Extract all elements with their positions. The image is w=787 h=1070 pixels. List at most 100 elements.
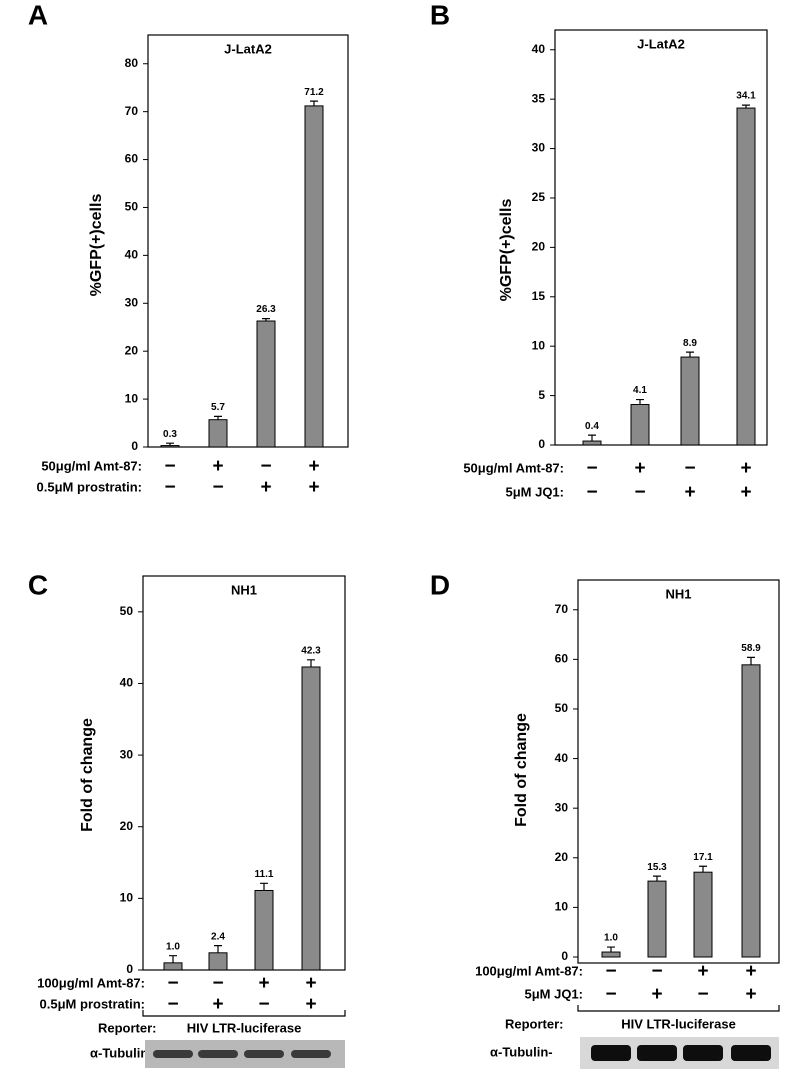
y-tick-label: 5 (538, 388, 545, 402)
y-tick-label: 30 (125, 295, 139, 309)
y-tick-label: 20 (120, 819, 134, 833)
y-tick-label: 10 (120, 891, 134, 905)
reporter: HIV LTR-luciferase (621, 1016, 736, 1031)
value-label: 58.9 (741, 643, 761, 654)
y-axis-label: Fold of change (79, 718, 96, 832)
reporter-label: Reporter: (98, 1020, 157, 1035)
y-tick-label: 30 (120, 747, 134, 761)
panel-label: D (430, 569, 450, 600)
y-tick-label: 60 (555, 652, 569, 666)
bar (254, 889, 274, 971)
y-tick-label: 30 (532, 141, 546, 155)
bar (163, 962, 183, 971)
error-bar (636, 398, 644, 405)
treatment-sign: + (740, 482, 751, 503)
bar (301, 666, 321, 971)
y-tick-label: 50 (555, 701, 569, 715)
value-label: 4.1 (633, 385, 647, 396)
y-tick-label: 15 (532, 289, 546, 303)
bar (693, 871, 713, 958)
blot-band (731, 1045, 771, 1061)
y-tick-label: 10 (532, 338, 546, 352)
treatment-sign: + (305, 973, 316, 994)
treatment-label: 0.5μM prostratin: (37, 479, 142, 494)
chart-title: NH1 (231, 582, 257, 597)
error-bar (166, 442, 174, 446)
treatment-sign: + (651, 984, 662, 1005)
treatment-sign: + (745, 984, 756, 1005)
bar (208, 419, 228, 448)
bar (160, 445, 180, 448)
treatment-label: 5μM JQ1: (524, 986, 583, 1001)
value-label: 17.1 (693, 852, 713, 863)
value-label: 1.0 (166, 941, 180, 952)
y-tick-label: 40 (120, 676, 134, 690)
bar (736, 107, 756, 446)
y-axis-label: %GFP(+)cells (88, 194, 105, 297)
chart-title: NH1 (665, 586, 691, 601)
y-tick-label: 70 (555, 602, 569, 616)
error-bar (588, 434, 596, 442)
y-tick-label: 60 (125, 152, 139, 166)
blot-band (198, 1050, 238, 1058)
blot-band (591, 1045, 631, 1061)
chart-title: J-LatA2 (637, 36, 685, 51)
y-tick-label: 20 (532, 240, 546, 254)
y-tick-label: 30 (555, 800, 569, 814)
treatment-sign: − (697, 984, 708, 1005)
error-bar (699, 865, 707, 873)
value-label: 0.3 (163, 429, 177, 440)
error-bar (653, 875, 661, 882)
value-label: 8.9 (683, 338, 697, 349)
value-label: 26.3 (256, 304, 276, 315)
error-bar (310, 100, 318, 106)
y-tick-label: 10 (555, 900, 569, 914)
blot-band (153, 1050, 193, 1058)
treatment-sign: − (651, 961, 662, 982)
y-axis-label: Fold of change (513, 713, 530, 827)
treatment-sign: + (212, 994, 223, 1015)
y-tick-label: 35 (532, 91, 546, 105)
error-bar (742, 104, 750, 109)
treatment-sign: − (212, 477, 223, 498)
y-tick-label: 0 (126, 962, 133, 976)
y-tick-label: 40 (555, 751, 569, 765)
value-label: 1.0 (604, 933, 618, 944)
error-bar (307, 659, 315, 667)
treatment-sign: − (164, 456, 175, 477)
treatment-sign: + (308, 456, 319, 477)
treatment-sign: − (634, 482, 645, 503)
bar (304, 105, 324, 448)
value-label: 11.1 (255, 869, 274, 880)
blot-band (291, 1050, 331, 1058)
bar (680, 356, 700, 446)
treatment-sign: + (305, 994, 316, 1015)
bracket (577, 1005, 780, 1012)
treatment-sign: + (634, 458, 645, 479)
value-label: 15.3 (647, 862, 667, 873)
y-tick-label: 10 (125, 391, 139, 405)
y-tick-label: 20 (555, 850, 569, 864)
panel-label: A (28, 0, 48, 30)
error-bar (214, 945, 222, 953)
bracket (142, 1010, 346, 1017)
treatment-sign: − (167, 994, 178, 1015)
value-label: 71.2 (304, 87, 324, 98)
y-tick-label: 50 (120, 604, 134, 618)
treatment-sign: + (697, 961, 708, 982)
y-tick-label: 70 (125, 104, 139, 118)
value-label: 42.3 (301, 645, 321, 656)
y-tick-label: 80 (125, 56, 139, 70)
y-tick-label: 40 (532, 42, 546, 56)
panel-label: B (430, 0, 450, 30)
treatment-sign: − (167, 973, 178, 994)
treatment-sign: + (212, 456, 223, 477)
bar (647, 880, 667, 958)
error-bar (607, 946, 615, 953)
y-tick-label: 0 (131, 439, 138, 453)
value-label: 34.1 (736, 91, 756, 102)
bar (256, 320, 276, 448)
treatment-sign: + (260, 477, 271, 498)
plot-frame (577, 579, 780, 964)
